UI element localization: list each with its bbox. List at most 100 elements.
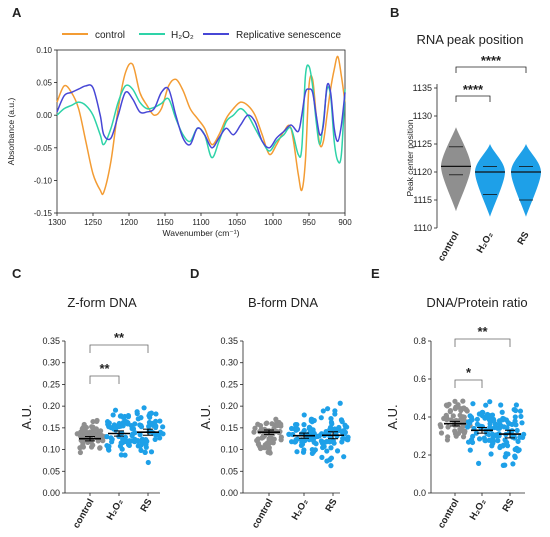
data-point [337, 400, 343, 406]
data-point [90, 430, 96, 436]
data-point [452, 398, 458, 404]
data-point [318, 438, 324, 444]
y-axis-label: Peak center position [405, 119, 415, 196]
data-point [134, 409, 140, 415]
data-point [122, 452, 128, 458]
y-tick-label: 0.20 [220, 401, 238, 411]
chart-e-ratio: DNA/Protein ratio 0.0 0.2 0.4 0.6 0.8 A.U. cont… [385, 295, 528, 530]
data-point [458, 425, 465, 431]
data-point [146, 423, 152, 429]
data-point [255, 440, 262, 446]
data-point [311, 430, 317, 436]
data-point [515, 438, 521, 445]
data-point [328, 463, 334, 469]
data-point [437, 422, 443, 428]
data-point [518, 413, 524, 420]
data-point [301, 422, 307, 428]
data-point [489, 439, 495, 445]
significance-bracket [455, 95, 491, 102]
y-tick-label: 1130 [413, 111, 432, 121]
series-line [56, 64, 346, 164]
data-point [336, 426, 342, 432]
data-point [512, 454, 518, 460]
panel-letter-c: C [12, 266, 22, 281]
data-point [512, 414, 518, 420]
data-point [513, 402, 519, 408]
category-label: control [436, 497, 462, 530]
data-point [464, 408, 470, 414]
legend-label-rs: Replicative senescence [236, 30, 341, 41]
data-point [265, 449, 271, 455]
data-point [334, 448, 341, 454]
chart-c-zform: Z-form DNA 0.00 0.05 0.10 0.15 0.20 0.25 0.30 0.… [19, 295, 166, 530]
significance-bracket [454, 379, 483, 388]
legend-label-control: control [95, 30, 125, 41]
data-point [94, 417, 100, 424]
data-point [467, 447, 473, 453]
y-tick-label: 1125 [413, 139, 432, 149]
data-point [106, 443, 112, 449]
significance-bracket [454, 338, 511, 347]
y-tick-label: 1120 [413, 167, 432, 177]
data-point [332, 426, 338, 432]
data-point [445, 424, 451, 430]
significance-bracket [89, 375, 120, 384]
data-point [125, 414, 132, 420]
data-point [479, 413, 486, 419]
data-point [495, 437, 501, 444]
category-label: H₂O₂ [105, 497, 126, 522]
significance-label: **** [463, 82, 484, 97]
y-tick-label: 0.4 [413, 412, 426, 422]
data-point [520, 434, 526, 440]
y-tick-label: 0.05 [42, 466, 60, 476]
y-tick-label: 0.00 [36, 111, 52, 120]
data-point [266, 445, 272, 451]
significance-label: * [466, 365, 472, 380]
y-axis-label: A.U. [198, 404, 213, 429]
data-point [332, 411, 338, 417]
panel-letter-b: B [390, 5, 399, 20]
data-point [488, 451, 494, 457]
x-tick-label: 1250 [84, 218, 102, 227]
data-point [324, 458, 330, 464]
category-label: H₂O₂ [290, 497, 311, 522]
data-point [445, 434, 451, 440]
category-label: control [436, 230, 462, 263]
data-point [110, 412, 116, 418]
data-point [146, 413, 152, 419]
data-point [319, 454, 325, 460]
data-point [309, 416, 315, 423]
data-point [278, 434, 284, 440]
data-point [447, 408, 454, 414]
data-point [487, 399, 493, 405]
y-axis-label: A.U. [385, 404, 400, 429]
data-point [328, 455, 335, 461]
data-point [93, 426, 99, 432]
data-point [487, 413, 493, 419]
data-point [345, 434, 351, 440]
data-point [138, 424, 145, 430]
y-tick-label: 0.25 [220, 379, 238, 389]
chart-a-absorbance: 1300 1250 1200 1150 1100 1050 1000 950 900 0.10 0.… [6, 46, 352, 238]
y-tick-label: 0.30 [42, 358, 60, 368]
significance-label: ** [114, 330, 125, 345]
data-point [438, 430, 445, 436]
data-point [301, 447, 307, 453]
y-tick-label: 0.10 [220, 445, 238, 455]
data-point [111, 422, 117, 428]
data-point [334, 433, 340, 439]
data-point [262, 426, 268, 432]
significance-label: ** [477, 324, 488, 339]
data-point [157, 418, 163, 424]
data-point [341, 454, 347, 460]
data-point [90, 442, 96, 448]
significance-bracket [89, 344, 149, 353]
chart-title: B-form DNA [248, 295, 318, 310]
data-point [106, 447, 112, 453]
data-point [120, 423, 126, 429]
data-point [292, 422, 299, 428]
data-point [252, 425, 258, 431]
data-point [328, 445, 334, 451]
data-point [146, 419, 153, 426]
